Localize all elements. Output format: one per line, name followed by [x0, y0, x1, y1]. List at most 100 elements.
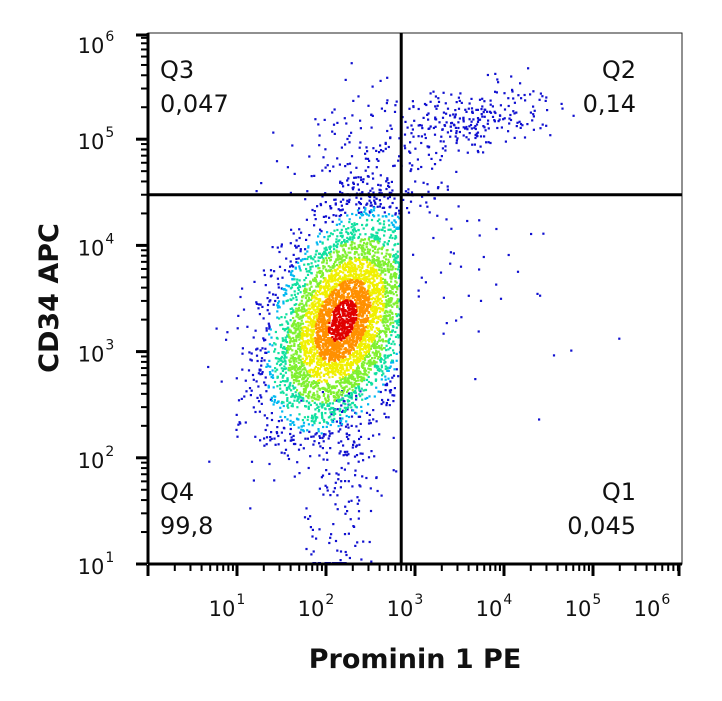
event-dot: [330, 356, 333, 359]
event-dot: [319, 286, 322, 289]
event-dot: [259, 373, 262, 376]
event-dot: [332, 343, 336, 346]
event-dot: [337, 279, 340, 282]
event-dot: [367, 422, 371, 425]
event-dot: [482, 151, 485, 154]
event-dot: [301, 368, 304, 371]
event-dot: [310, 435, 313, 438]
event-dot: [396, 334, 399, 337]
event-dot: [285, 284, 288, 287]
event-dot: [368, 340, 371, 343]
event-dot: [560, 102, 563, 105]
event-dot: [374, 344, 377, 347]
event-dot: [372, 269, 375, 272]
event-dot: [297, 261, 300, 264]
event-dot: [357, 235, 360, 239]
event-dot: [392, 164, 395, 168]
event-dot: [367, 238, 370, 241]
event-dot: [322, 458, 325, 461]
event-dot: [298, 236, 301, 240]
event-dot: [312, 387, 315, 390]
event-dot: [383, 311, 386, 314]
event-dot: [327, 281, 330, 284]
event-dot: [313, 440, 316, 443]
event-dot: [384, 332, 387, 335]
event-dot: [329, 358, 332, 361]
event-dot: [356, 307, 359, 310]
event-dot: [395, 300, 399, 303]
event-dot: [456, 137, 459, 140]
event-dot: [329, 423, 332, 427]
event-dot: [465, 125, 468, 129]
event-dot: [360, 318, 364, 321]
event-dot: [373, 290, 376, 293]
event-dot: [329, 536, 332, 539]
event-dot: [372, 300, 375, 303]
event-dot: [396, 227, 399, 230]
event-dot: [349, 231, 352, 234]
event-dot: [362, 227, 365, 230]
event-dot: [394, 213, 397, 216]
event-dot: [395, 253, 398, 256]
event-dot: [386, 129, 389, 133]
event-dot: [300, 231, 303, 234]
event-dot: [496, 126, 499, 130]
event-dot: [299, 365, 302, 368]
event-dot: [327, 370, 331, 373]
event-dot: [336, 371, 339, 374]
event-dot: [361, 250, 364, 253]
event-dot: [326, 279, 329, 282]
event-dot: [336, 365, 339, 368]
event-dot: [390, 359, 394, 362]
event-dot: [370, 113, 373, 116]
event-dot: [307, 317, 310, 320]
event-dot: [374, 314, 377, 317]
event-dot: [339, 277, 342, 280]
event-dot: [352, 230, 355, 233]
event-dot: [302, 295, 305, 298]
event-dot: [319, 202, 322, 206]
event-dot: [396, 226, 399, 229]
event-dot: [319, 328, 322, 332]
event-dot: [293, 293, 296, 296]
event-dot: [358, 393, 361, 396]
event-dot: [245, 390, 248, 393]
event-dot: [285, 356, 288, 359]
event-dot: [527, 67, 530, 70]
event-dot: [343, 379, 346, 383]
event-dot: [471, 111, 474, 114]
event-dot: [282, 339, 285, 342]
event-dot: [362, 319, 365, 322]
event-dot: [344, 276, 347, 279]
event-dot: [295, 335, 298, 338]
event-dot: [359, 379, 362, 382]
event-dot: [350, 243, 353, 246]
event-dot: [324, 277, 327, 280]
event-dot: [318, 299, 322, 302]
event-dot: [349, 271, 352, 274]
event-dot: [347, 183, 350, 187]
event-dot: [327, 391, 330, 394]
event-dot: [377, 236, 380, 239]
event-dot: [516, 121, 519, 124]
event-dot: [352, 390, 355, 394]
event-dot: [387, 213, 391, 216]
event-dot: [351, 238, 354, 241]
event-dot: [325, 254, 329, 257]
event-dot: [281, 276, 284, 279]
event-dot: [441, 147, 444, 150]
event-dot: [310, 339, 313, 342]
event-dot: [345, 255, 348, 258]
event-dot: [359, 357, 362, 360]
event-dot: [359, 370, 362, 373]
event-dot: [395, 315, 398, 318]
event-dot: [316, 294, 319, 297]
event-dot: [327, 398, 330, 401]
event-dot: [300, 319, 303, 322]
event-dot: [356, 305, 359, 309]
event-dot: [359, 141, 362, 144]
event-dot: [382, 383, 385, 386]
event-dot: [305, 294, 308, 297]
event-dot: [264, 383, 267, 387]
event-dot: [359, 216, 362, 219]
